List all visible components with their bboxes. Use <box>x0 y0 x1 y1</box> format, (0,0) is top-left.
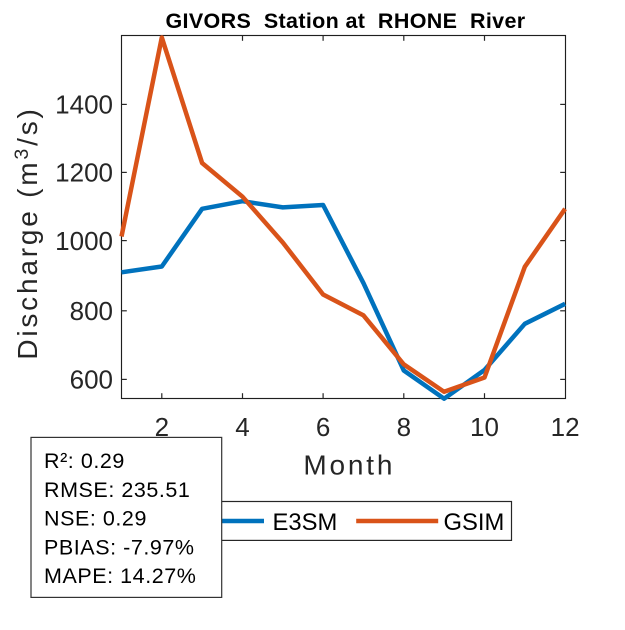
svg-text:Discharge (m3/s): Discharge (m3/s) <box>11 106 43 359</box>
svg-text:GIVORS Station at RHONE Riv: GIVORS Station at RHONE River <box>165 9 525 33</box>
svg-text:NSE: 0.29: NSE: 0.29 <box>44 507 147 531</box>
svg-text:800: 800 <box>70 296 113 326</box>
svg-text:6: 6 <box>316 412 330 442</box>
svg-text:Month: Month <box>303 449 395 480</box>
svg-text:600: 600 <box>70 365 113 395</box>
svg-text:1400: 1400 <box>55 90 113 120</box>
svg-text:10: 10 <box>470 412 499 442</box>
svg-text:1000: 1000 <box>55 226 113 256</box>
svg-text:4: 4 <box>235 412 249 442</box>
svg-text:1200: 1200 <box>55 158 113 188</box>
svg-text:8: 8 <box>397 412 411 442</box>
svg-text:E3SM: E3SM <box>273 509 338 536</box>
svg-text:GSIM: GSIM <box>444 509 505 536</box>
svg-text:RMSE: 235.51: RMSE: 235.51 <box>44 478 190 502</box>
svg-text:PBIAS: -7.97%: PBIAS: -7.97% <box>44 535 195 559</box>
svg-text:MAPE: 14.27%: MAPE: 14.27% <box>44 564 196 588</box>
svg-text:2: 2 <box>155 412 169 442</box>
svg-text:12: 12 <box>551 412 580 442</box>
svg-text:R²: 0.29: R²: 0.29 <box>44 449 125 473</box>
